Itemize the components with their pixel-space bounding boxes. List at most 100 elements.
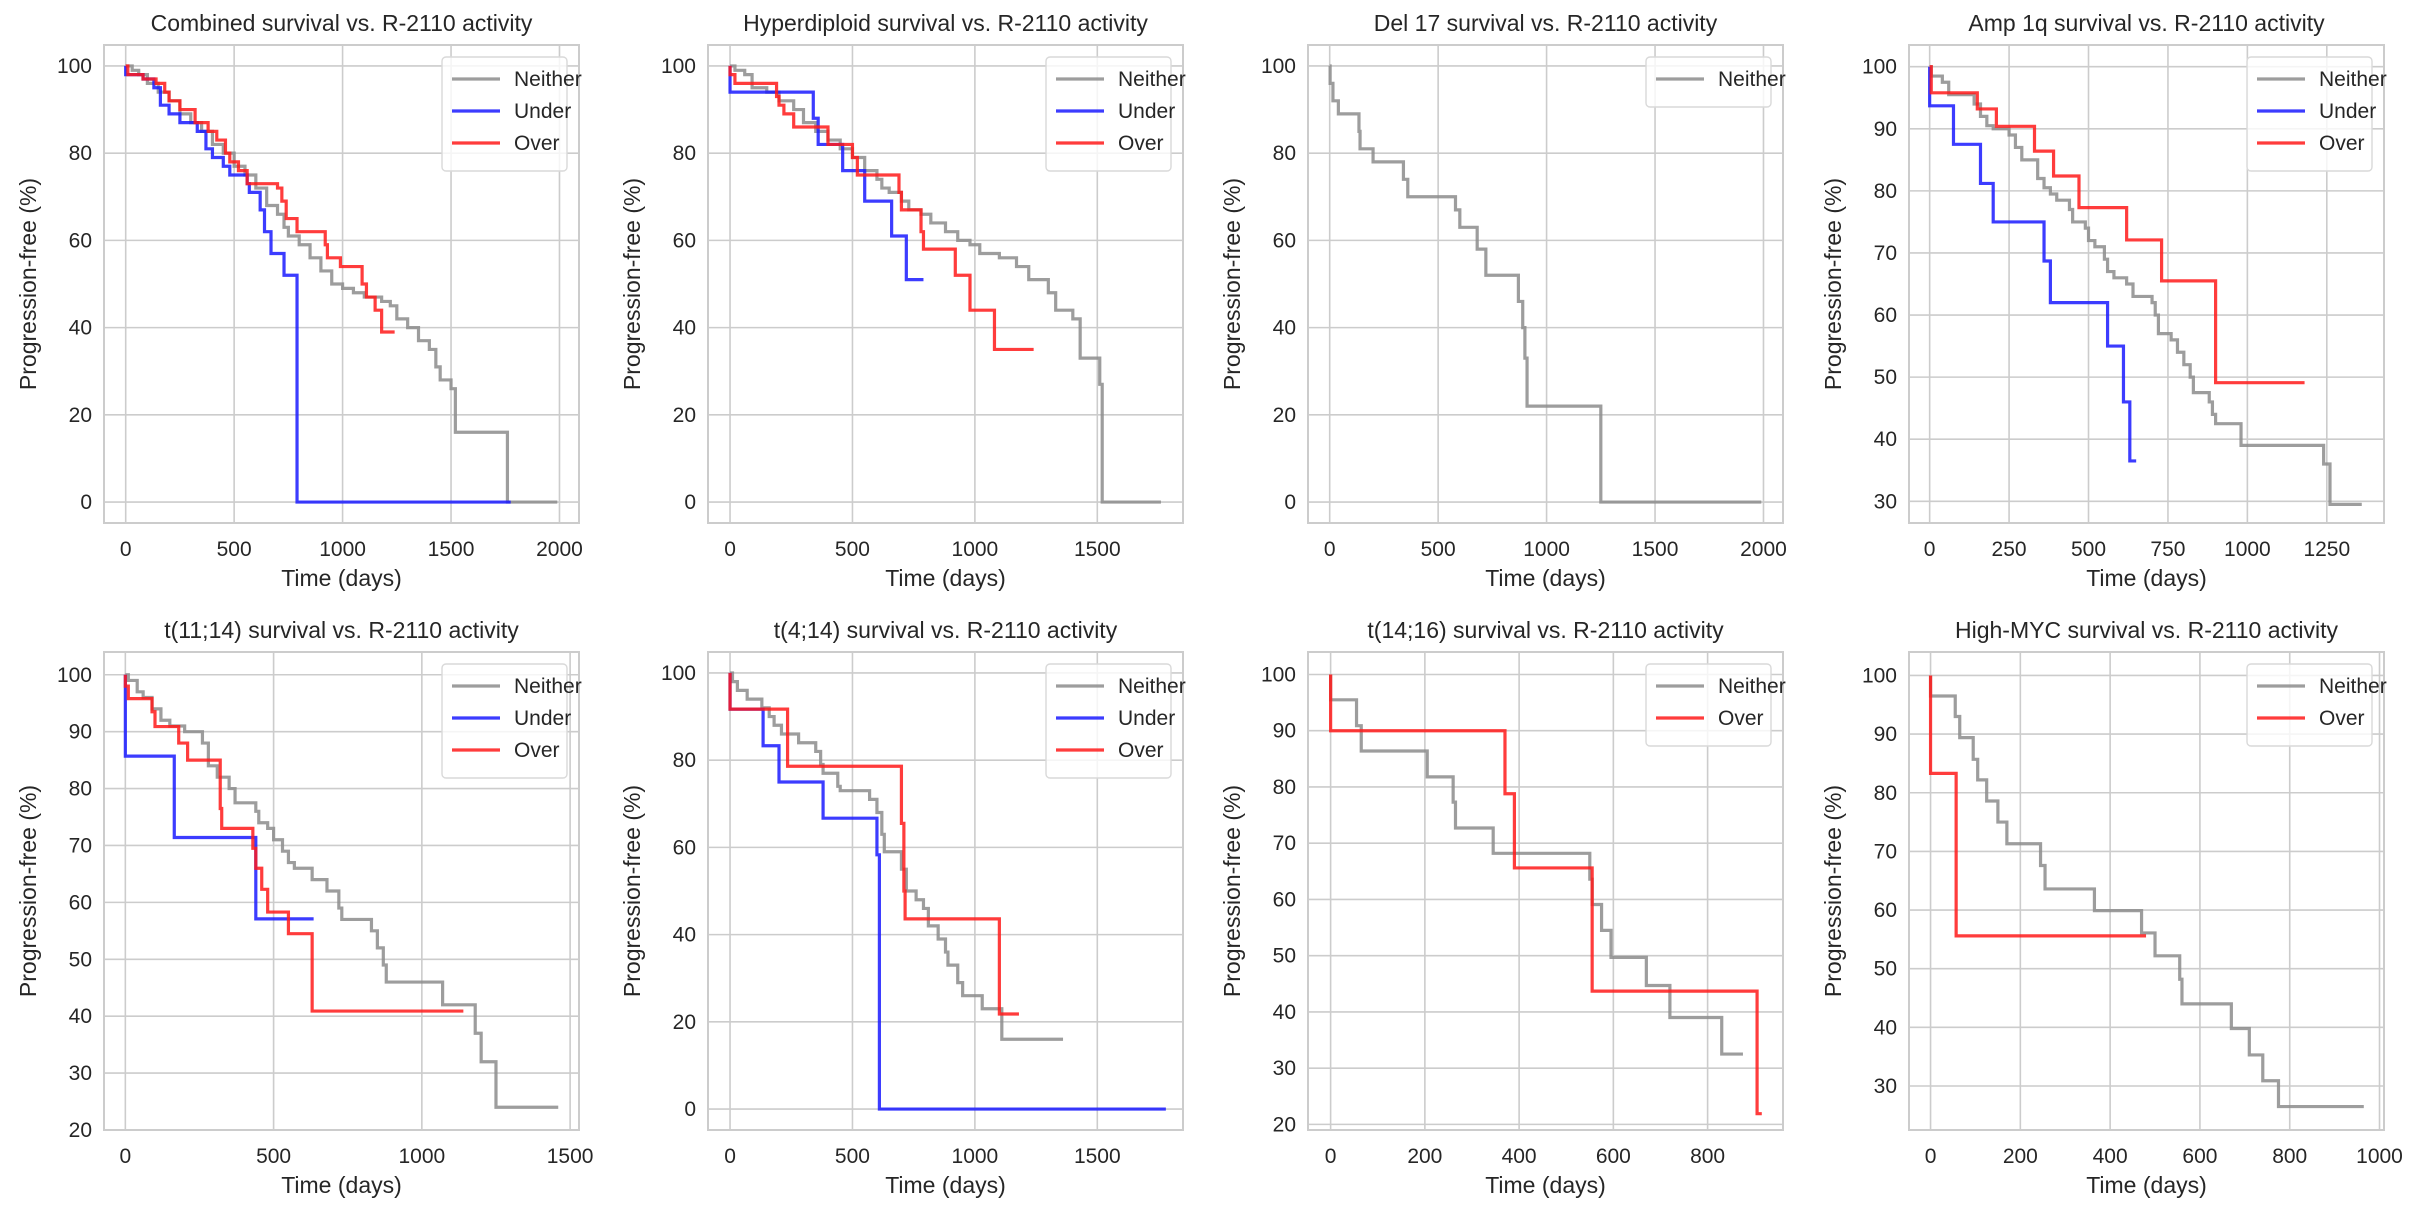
chart-panel: 0 500 1000 1500 2000 0 20 40 60 80 100 Neither Del 1… (1219, 10, 1787, 591)
legend-label: Over (1118, 739, 1164, 762)
x-tick-label: 1500 (428, 538, 475, 561)
chart-title: High-MYC survival vs. R-2110 activity (1955, 617, 2339, 643)
y-axis-title: Progression-free (%) (15, 178, 41, 390)
survival-curve-over (728, 672, 1019, 1016)
y-tick-label: 90 (1874, 118, 1897, 141)
x-tick-label: 1500 (1074, 538, 1121, 561)
y-tick-label: 50 (1273, 945, 1296, 968)
y-tick-label: 40 (69, 317, 92, 340)
y-tick-label: 40 (673, 317, 696, 340)
x-tick-label: 500 (835, 1145, 870, 1168)
legend-label: Neither (2319, 68, 2387, 91)
chart-panel: 0 500 1000 1500 0 20 40 60 80 100 Neither Under Over… (619, 10, 1186, 591)
x-axis-title: Time (days) (281, 1172, 402, 1198)
legend-label: Neither (1118, 68, 1186, 91)
y-tick-label: 60 (1874, 899, 1897, 922)
legend: Neither Over (1645, 663, 1786, 747)
axes-frame (707, 44, 1184, 524)
y-tick-label: 80 (69, 778, 92, 801)
y-tick-label: 100 (57, 55, 92, 78)
legend-label: Neither (1718, 675, 1786, 698)
survival-curve-over (125, 64, 395, 334)
chart-title: Combined survival vs. R-2110 activity (151, 10, 533, 36)
x-axis-title: Time (days) (2086, 565, 2207, 591)
y-tick-label: 30 (1874, 1075, 1897, 1098)
y-tick-label: 100 (1261, 55, 1296, 78)
legend-label: Over (514, 132, 560, 155)
axes-frame (103, 651, 580, 1131)
x-axis-title: Time (days) (2086, 1172, 2207, 1198)
legend-label: Neither (2319, 675, 2387, 698)
y-tick-label: 80 (673, 142, 696, 165)
survival-curve-over (1329, 674, 1762, 1116)
legend-label: Under (514, 100, 571, 123)
y-tick-label: 100 (57, 664, 92, 687)
y-tick-label: 90 (69, 721, 92, 744)
y-axis-title: Progression-free (%) (1219, 785, 1245, 997)
y-tick-label: 70 (1874, 242, 1897, 265)
survival-curve-under (123, 674, 314, 921)
chart-title: Amp 1q survival vs. R-2110 activity (1968, 10, 2325, 36)
y-tick-label: 70 (1273, 832, 1296, 855)
survival-curve-under (124, 65, 511, 504)
y-tick-label: 20 (69, 404, 92, 427)
y-axis-title: Progression-free (%) (1820, 178, 1846, 390)
y-tick-label: 50 (1874, 958, 1897, 981)
survival-curve-over (728, 65, 1034, 352)
x-tick-label: 800 (1690, 1145, 1725, 1168)
axes-frame (1908, 44, 2385, 524)
chart-panel: 0 200 400 600 800 1000 30 40 50 60 70 80 90 100 Neithe… (1820, 617, 2403, 1198)
legend-box (1645, 56, 1772, 108)
y-tick-label: 60 (1874, 304, 1897, 327)
y-tick-label: 40 (1273, 1001, 1296, 1024)
chart-title: t(14;16) survival vs. R-2110 activity (1367, 617, 1724, 643)
x-axis-title: Time (days) (1485, 565, 1606, 591)
legend: Neither Under Over (1045, 56, 1186, 172)
axes-frame (103, 44, 580, 524)
y-tick-label: 0 (1284, 491, 1296, 514)
legend: Neither Under Over (1045, 663, 1186, 779)
x-tick-label: 1000 (2224, 538, 2271, 561)
y-axis-title: Progression-free (%) (1219, 178, 1245, 390)
x-axis-title: Time (days) (281, 565, 402, 591)
legend-label: Neither (514, 675, 582, 698)
x-tick-label: 2000 (1740, 538, 1787, 561)
y-tick-label: 80 (1273, 776, 1296, 799)
legend: Neither Over (2246, 663, 2387, 747)
legend: Neither Under Over (2246, 56, 2387, 172)
y-tick-label: 100 (661, 55, 696, 78)
survival-curve-neither (1928, 675, 2364, 1109)
x-tick-label: 0 (1324, 538, 1336, 561)
axes-frame (707, 651, 1184, 1131)
y-tick-label: 90 (1273, 720, 1296, 743)
y-tick-label: 80 (673, 749, 696, 772)
y-tick-label: 30 (1273, 1057, 1296, 1080)
survival-curve-neither (730, 671, 1064, 1041)
legend-label: Over (1718, 707, 1764, 730)
x-tick-label: 0 (1325, 1145, 1337, 1168)
y-tick-label: 30 (69, 1062, 92, 1085)
y-tick-label: 70 (69, 834, 92, 857)
y-tick-label: 60 (1273, 229, 1296, 252)
x-tick-label: 0 (1925, 1145, 1937, 1168)
survival-curve-neither (1328, 64, 1762, 504)
x-axis-title: Time (days) (885, 1172, 1006, 1198)
x-tick-label: 0 (724, 1145, 736, 1168)
x-tick-label: 500 (256, 1145, 291, 1168)
legend: Neither Under Over (441, 56, 582, 172)
x-axis-title: Time (days) (885, 565, 1006, 591)
chart-title: Del 17 survival vs. R-2110 activity (1374, 10, 1718, 36)
x-tick-label: 1000 (952, 1145, 999, 1168)
y-tick-label: 100 (1862, 664, 1897, 687)
y-tick-label: 40 (673, 924, 696, 947)
survival-curve-neither (1929, 65, 2362, 506)
x-tick-label: 200 (2003, 1145, 2038, 1168)
survival-curve-neither (730, 64, 1161, 504)
legend-label: Over (1118, 132, 1164, 155)
y-tick-label: 60 (1273, 888, 1296, 911)
legend-label: Neither (514, 68, 582, 91)
x-tick-label: 500 (217, 538, 252, 561)
x-tick-label: 1000 (1523, 538, 1570, 561)
y-axis-title: Progression-free (%) (619, 178, 645, 390)
y-tick-label: 20 (69, 1119, 92, 1142)
